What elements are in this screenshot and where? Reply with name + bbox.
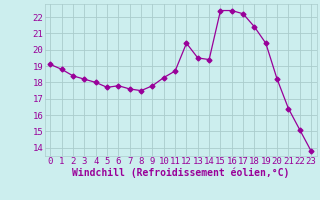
X-axis label: Windchill (Refroidissement éolien,°C): Windchill (Refroidissement éolien,°C) <box>72 168 290 178</box>
